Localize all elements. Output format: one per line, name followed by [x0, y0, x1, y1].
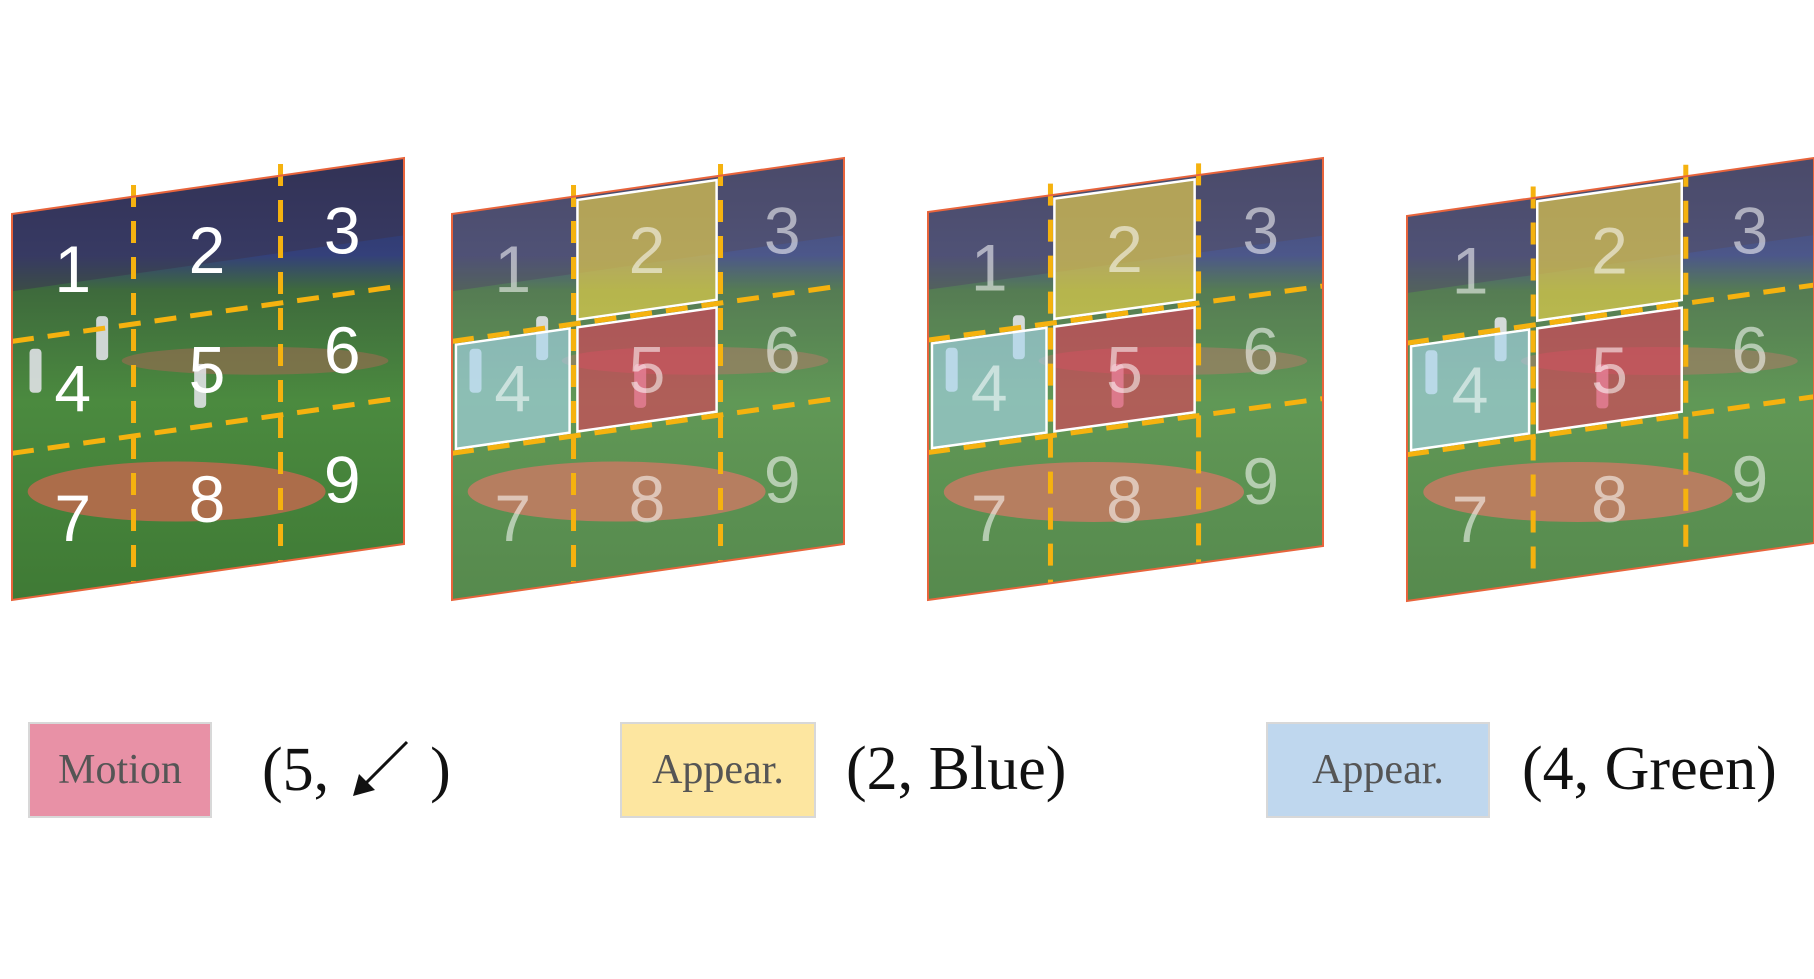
player-figure — [96, 316, 109, 361]
legend-motion-tuple: (5, ) — [262, 738, 451, 801]
grid-number-3: 3 — [324, 194, 361, 268]
motion-tuple-prefix: (5, — [262, 736, 330, 804]
dirt-strip — [121, 346, 389, 375]
grid-number-8: 8 — [629, 462, 666, 536]
grid-number-4: 4 — [1452, 353, 1489, 427]
player-figure — [194, 363, 207, 408]
grid-number-7: 7 — [971, 481, 1008, 555]
legend-appear-blue-label: Appear. — [1312, 747, 1444, 793]
grid-number-2: 2 — [189, 213, 226, 287]
pitchers-mound — [1423, 461, 1733, 522]
highlight-motion-cell-5 — [1535, 306, 1683, 434]
grid-line-horizontal — [451, 282, 845, 344]
frame-1: 1 2 3 4 5 6 7 8 9 — [11, 156, 405, 602]
player-figure — [29, 348, 42, 393]
grid-line-horizontal — [927, 396, 1324, 456]
grid-number-1: 1 — [54, 232, 91, 306]
grid-number-9: 9 — [324, 442, 361, 516]
grid-number-3: 3 — [1732, 194, 1769, 268]
grid-number-6: 6 — [324, 313, 361, 387]
motion-tuple-suffix: ) — [430, 736, 451, 804]
grid-number-7: 7 — [494, 481, 531, 555]
legend-motion-swatch: Motion — [28, 722, 212, 818]
grid-number-1: 1 — [971, 231, 1008, 305]
grid-number-5: 5 — [189, 332, 226, 406]
grid-line-horizontal — [1406, 282, 1814, 346]
highlight-appear-yellow-cell-2 — [576, 178, 718, 322]
grid-number-3: 3 — [1242, 194, 1279, 268]
frame-3: 1 2 3 4 5 6 7 8 9 — [927, 156, 1324, 602]
legend-appear-blue-tuple: (4, Green) — [1522, 735, 1777, 803]
grid-number-1: 1 — [1452, 234, 1489, 308]
grid-line-horizontal — [11, 394, 405, 456]
highlight-motion-cell-5 — [1053, 306, 1196, 433]
frame-2: 1 2 3 4 5 6 7 8 9 — [451, 156, 845, 602]
frame-border — [1406, 156, 1814, 603]
legend-appear-blue-swatch: Appear. — [1266, 722, 1490, 818]
grid-line-horizontal — [927, 283, 1324, 343]
highlight-appear-blue-cell-4 — [930, 326, 1048, 450]
grid-line-horizontal — [11, 282, 405, 344]
legend-appear-yellow-tuple: (2, Blue) — [846, 735, 1067, 803]
grid-number-3: 3 — [764, 194, 801, 268]
pitchers-mound — [467, 461, 766, 522]
legend-appear-yellow-swatch: Appear. — [620, 722, 816, 818]
grid-number-5: 5 — [1591, 333, 1628, 407]
highlight-appear-yellow-cell-2 — [1535, 179, 1683, 323]
grid-number-5: 5 — [629, 332, 666, 406]
grid-number-8: 8 — [1106, 462, 1143, 536]
pitchers-mound — [27, 461, 326, 522]
grid-number-4: 4 — [494, 352, 531, 426]
grid-number-8: 8 — [1591, 462, 1628, 536]
arrow-down-left-icon — [352, 740, 408, 796]
pitchers-mound — [943, 461, 1244, 522]
legend-appear-yellow-label: Appear. — [652, 747, 784, 793]
grid-number-5: 5 — [1106, 332, 1143, 406]
grid-number-4: 4 — [971, 351, 1008, 425]
grid-number-6: 6 — [764, 313, 801, 387]
grid-number-9: 9 — [764, 442, 801, 516]
grid-line-horizontal — [451, 394, 845, 456]
grid-line-horizontal — [1406, 394, 1814, 458]
grid-number-6: 6 — [1732, 313, 1769, 387]
frame-border — [451, 156, 845, 602]
grid-number-2: 2 — [1106, 212, 1143, 286]
grid-number-7: 7 — [1452, 482, 1489, 556]
grid-number-4: 4 — [54, 352, 91, 426]
highlight-appear-blue-cell-4 — [1409, 328, 1531, 452]
grid-number-1: 1 — [494, 232, 531, 306]
frame-4: 1 2 3 4 5 6 7 8 9 — [1406, 156, 1814, 603]
legend-motion-label: Motion — [58, 747, 182, 793]
grid-number-9: 9 — [1242, 444, 1279, 518]
highlight-appear-yellow-cell-2 — [1053, 177, 1196, 321]
grid-number-8: 8 — [189, 462, 226, 536]
frame-border — [927, 156, 1324, 602]
grid-number-2: 2 — [1591, 214, 1628, 288]
grid-number-2: 2 — [629, 213, 666, 287]
highlight-appear-blue-cell-4 — [454, 326, 571, 451]
frame-border — [11, 156, 405, 602]
highlight-motion-cell-5 — [576, 305, 718, 433]
grid-number-9: 9 — [1732, 442, 1769, 516]
crowd-band — [12, 158, 404, 292]
grid-number-6: 6 — [1242, 314, 1279, 388]
grid-number-7: 7 — [54, 481, 91, 555]
